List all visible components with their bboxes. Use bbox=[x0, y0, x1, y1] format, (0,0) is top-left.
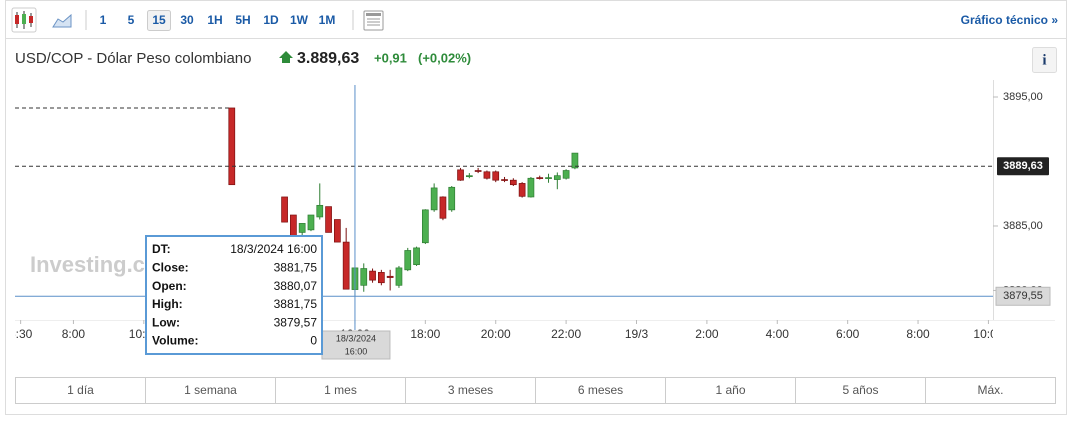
tooltip-box bbox=[145, 235, 323, 355]
range-button[interactable]: Máx. bbox=[977, 383, 1003, 397]
range-button[interactable]: 1 año bbox=[715, 383, 745, 397]
price-change-percent: (+0,02%) bbox=[418, 50, 471, 65]
last-price-label: 3889,63 bbox=[1003, 160, 1043, 172]
candle-body bbox=[281, 196, 288, 223]
candle-body bbox=[571, 152, 579, 169]
candle-body bbox=[421, 209, 429, 244]
technical-chart-link[interactable]: Gráfico técnico » bbox=[961, 13, 1059, 27]
tooltip-value: 3879,57 bbox=[274, 315, 318, 329]
interval-button[interactable]: 1H bbox=[207, 13, 222, 27]
x-tick-label: 8:00 bbox=[62, 327, 86, 341]
interval-button[interactable]: 30 bbox=[180, 13, 194, 27]
crosshair-x-label: 18/3/2024 bbox=[336, 333, 376, 343]
selected-interval-box[interactable] bbox=[147, 10, 171, 31]
crosshair-x-label: 16:00 bbox=[345, 346, 368, 356]
candle-body bbox=[457, 169, 464, 181]
interval-button[interactable]: 1M bbox=[319, 13, 336, 27]
candle-body bbox=[378, 272, 385, 284]
interval-button[interactable]: 1 bbox=[100, 13, 107, 27]
candle-body bbox=[562, 170, 570, 179]
candle-body bbox=[228, 107, 236, 186]
candle-body bbox=[553, 175, 561, 180]
candle-body bbox=[465, 175, 473, 178]
range-button[interactable]: 1 semana bbox=[184, 383, 237, 397]
x-tick-label: 10:00 bbox=[973, 327, 1003, 341]
candle-body bbox=[395, 267, 403, 286]
range-button[interactable]: 5 años bbox=[842, 383, 878, 397]
candle-body bbox=[325, 206, 332, 233]
candle-body bbox=[334, 219, 341, 243]
tooltip-key: Close: bbox=[152, 260, 189, 274]
tooltip-key: High: bbox=[152, 297, 183, 311]
crosshair-y-badge bbox=[995, 286, 1051, 306]
x-tick-label: 22:00 bbox=[551, 327, 581, 341]
candle-body bbox=[413, 247, 420, 266]
interval-button[interactable]: 5H bbox=[235, 13, 250, 27]
candle-body bbox=[298, 223, 306, 233]
range-button[interactable]: 3 meses bbox=[448, 383, 493, 397]
crosshair-y-label: 3879,55 bbox=[1003, 290, 1043, 302]
indicators-icon[interactable] bbox=[363, 10, 384, 31]
candle-body bbox=[369, 270, 376, 281]
x-tick-label: 19/3 bbox=[625, 327, 649, 341]
interval-button[interactable]: 15 bbox=[152, 13, 166, 27]
range-button[interactable]: 1 día bbox=[67, 383, 94, 397]
tooltip-value: 3881,75 bbox=[274, 260, 318, 274]
info-button[interactable] bbox=[1032, 47, 1057, 73]
x-tick-label: 8:00 bbox=[906, 327, 930, 341]
x-tick-label: 2:00 bbox=[695, 327, 719, 341]
x-tick-label: 4:00 bbox=[766, 327, 790, 341]
candle-body bbox=[448, 186, 456, 211]
tooltip-value: 3881,75 bbox=[274, 297, 318, 311]
interval-button[interactable]: 5 bbox=[128, 13, 135, 27]
candle-body bbox=[360, 268, 368, 286]
price-change: +0,91 bbox=[374, 50, 407, 65]
candle-body bbox=[474, 170, 482, 172]
candle-body bbox=[509, 179, 517, 186]
tooltip-key: Volume: bbox=[152, 334, 198, 348]
tooltip-key: DT: bbox=[152, 242, 171, 256]
x-tick-label: 6:30 bbox=[9, 327, 33, 341]
last-price: 3.889,63 bbox=[297, 50, 359, 67]
candle-icon[interactable] bbox=[11, 7, 37, 33]
candle-body bbox=[342, 241, 350, 290]
candle-body bbox=[430, 187, 438, 211]
x-tick-label: 18:00 bbox=[410, 327, 440, 341]
candle-body bbox=[527, 177, 535, 198]
candle-body bbox=[492, 171, 500, 181]
interval-button[interactable]: 1W bbox=[290, 13, 309, 27]
tooltip-value: 0 bbox=[310, 334, 317, 348]
x-tick-label: 6:00 bbox=[836, 327, 860, 341]
candle-body bbox=[501, 179, 508, 181]
tooltip-key: Open: bbox=[152, 279, 187, 293]
candle-body bbox=[545, 177, 552, 179]
crosshair-x-badge bbox=[321, 330, 391, 360]
candle-body bbox=[518, 183, 526, 197]
candle-body bbox=[536, 177, 544, 179]
range-button[interactable]: 1 mes bbox=[324, 383, 357, 397]
candle-body bbox=[386, 275, 394, 278]
area-icon[interactable] bbox=[52, 13, 72, 28]
tooltip-key: Low: bbox=[152, 315, 180, 329]
x-tick-label: 20:00 bbox=[481, 327, 511, 341]
instrument-name: USD/COP - Dólar Peso colombiano bbox=[15, 50, 251, 67]
candle-body bbox=[439, 196, 447, 219]
candle-body bbox=[307, 214, 315, 231]
y-tick-label: 3895,00 bbox=[1003, 91, 1043, 103]
up-arrow bbox=[279, 51, 293, 63]
range-button[interactable]: 6 meses bbox=[578, 383, 623, 397]
interval-button[interactable]: 1D bbox=[263, 13, 279, 27]
candle-body bbox=[483, 171, 491, 179]
last-price-badge bbox=[997, 157, 1049, 176]
candle-body bbox=[316, 204, 324, 218]
y-tick-label: 3885,00 bbox=[1003, 220, 1043, 232]
tooltip-value: 18/3/2024 16:00 bbox=[230, 242, 317, 256]
candle-body bbox=[404, 250, 412, 271]
tooltip-value: 3880,07 bbox=[274, 279, 318, 293]
info-icon[interactable]: i bbox=[1042, 52, 1046, 68]
